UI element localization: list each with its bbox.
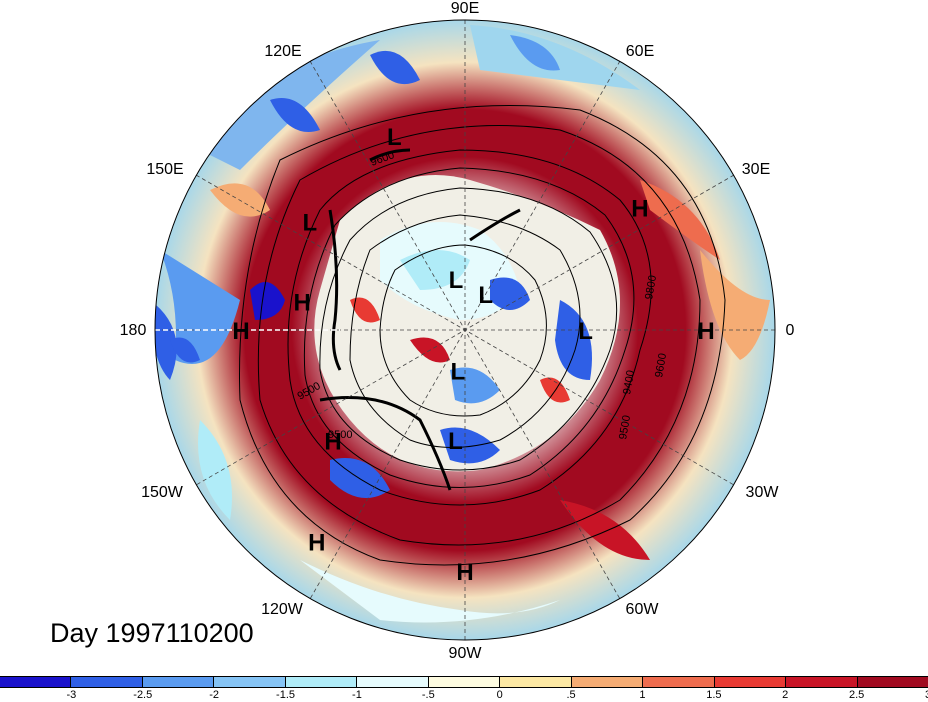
- colorbar-label: -1.5: [276, 689, 296, 701]
- colorbar-label: 2: [782, 689, 789, 701]
- colorbar-cell: [0, 677, 72, 687]
- colorbar-cell: [357, 677, 429, 687]
- anomaly-field: [155, 20, 775, 640]
- lon-label-180: 180: [120, 322, 147, 339]
- colorbar-label: -3: [66, 689, 77, 701]
- low-pressure-marker: L: [449, 267, 464, 294]
- colorbar-label: .5: [566, 689, 576, 701]
- colorbar-cell: [71, 677, 143, 687]
- high-pressure-marker: H: [697, 318, 714, 345]
- colorbar-label: 1.5: [706, 689, 722, 701]
- height-contours: [239, 105, 726, 566]
- lon-label-150e: 150E: [146, 161, 183, 178]
- high-pressure-marker: H: [232, 318, 249, 345]
- high-pressure-marker: H: [631, 196, 648, 223]
- colorbar-cell: [142, 677, 215, 687]
- high-pressure-marker: H: [456, 559, 473, 586]
- colorbar-label: -.5: [421, 689, 435, 701]
- colorbar-label: 3: [925, 689, 928, 701]
- colorbar-label: 1: [639, 689, 646, 701]
- map-border: [154, 19, 776, 641]
- contour-label: 9800: [643, 274, 659, 300]
- colorbar-labels: -3 -2.5 -2 -1.5 -1 -.5 0 .5 1 1.5 2 2.5 3: [0, 689, 928, 702]
- high-pressure-marker: H: [294, 289, 311, 316]
- colorbar-cell: [571, 677, 644, 687]
- colorbar: [0, 676, 928, 688]
- low-pressure-marker: L: [448, 428, 463, 455]
- lon-label-120w: 120W: [261, 601, 304, 618]
- colorbar-cell: [714, 677, 787, 687]
- colorbar-cell: [857, 677, 928, 687]
- graticule: [155, 20, 775, 640]
- lon-label-60w: 60W: [626, 601, 660, 618]
- colorbar-label: -1: [352, 689, 362, 701]
- colorbar-cell: [285, 677, 358, 687]
- colorbar-cell: [214, 677, 286, 687]
- lon-label-0: 0: [786, 322, 795, 339]
- colorbar-cell: [643, 677, 715, 687]
- lon-label-30e: 30E: [742, 161, 770, 178]
- colorbar-cell: [500, 677, 572, 687]
- low-pressure-marker: L: [578, 318, 593, 345]
- colorbar-cell: [428, 677, 501, 687]
- low-pressure-marker: L: [478, 282, 493, 309]
- high-pressure-marker: H: [324, 429, 341, 456]
- lon-label-120e: 120E: [264, 43, 301, 60]
- contour-label: 9500: [617, 414, 633, 440]
- lon-label-90e: 90E: [451, 0, 479, 17]
- low-pressure-marker: L: [450, 359, 465, 386]
- colorbar-cell: [786, 677, 858, 687]
- low-pressure-marker: L: [387, 124, 402, 151]
- lon-label-60e: 60E: [626, 43, 654, 60]
- colorbar-label: -2: [209, 689, 220, 701]
- low-pressure-marker: L: [302, 209, 317, 236]
- high-pressure-marker: H: [308, 530, 325, 557]
- colorbar-label: -2.5: [133, 689, 153, 701]
- colorbar-label: 2.5: [848, 689, 865, 701]
- date-title: Day 1997110200: [50, 618, 254, 648]
- lon-label-30w: 30W: [746, 484, 780, 501]
- contour-label: 9600: [653, 352, 669, 378]
- lon-label-90w: 90W: [449, 645, 483, 662]
- lon-label-150w: 150W: [141, 484, 184, 501]
- colorbar-label: 0: [496, 689, 503, 701]
- contour-label: 9400: [621, 369, 637, 395]
- contour-label: 9500: [328, 429, 352, 441]
